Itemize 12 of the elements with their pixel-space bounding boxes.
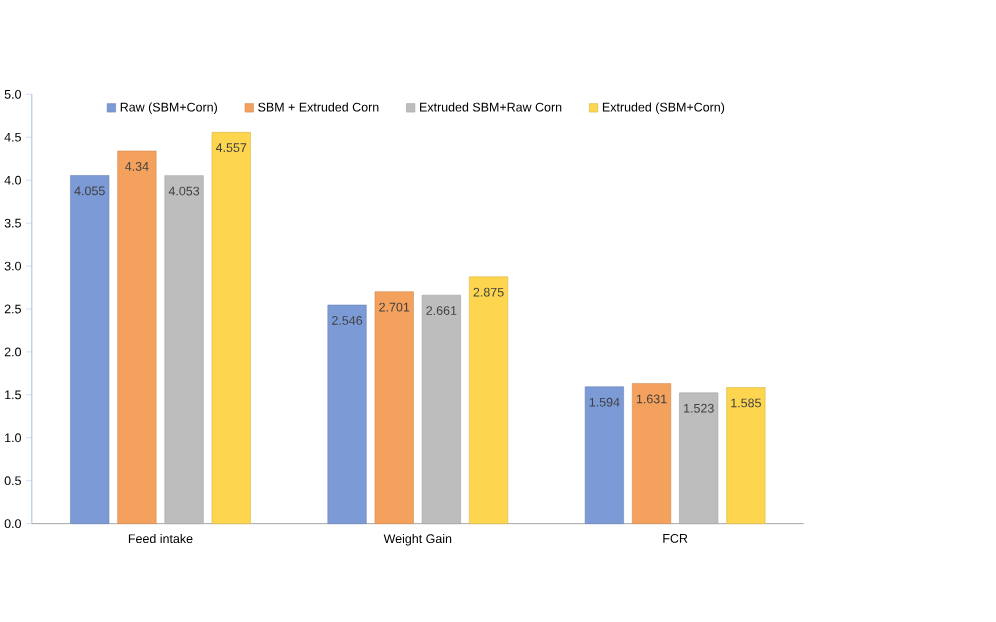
- bar: [374, 291, 414, 525]
- bar: [421, 294, 461, 525]
- bar: [726, 387, 766, 525]
- bar: [117, 150, 157, 525]
- bar: [164, 175, 204, 525]
- bar: [679, 392, 719, 525]
- bar: [632, 383, 672, 525]
- bar: [469, 276, 509, 525]
- bar: [327, 304, 367, 525]
- bar: [211, 132, 251, 525]
- bar: [584, 386, 624, 525]
- bar: [70, 175, 110, 525]
